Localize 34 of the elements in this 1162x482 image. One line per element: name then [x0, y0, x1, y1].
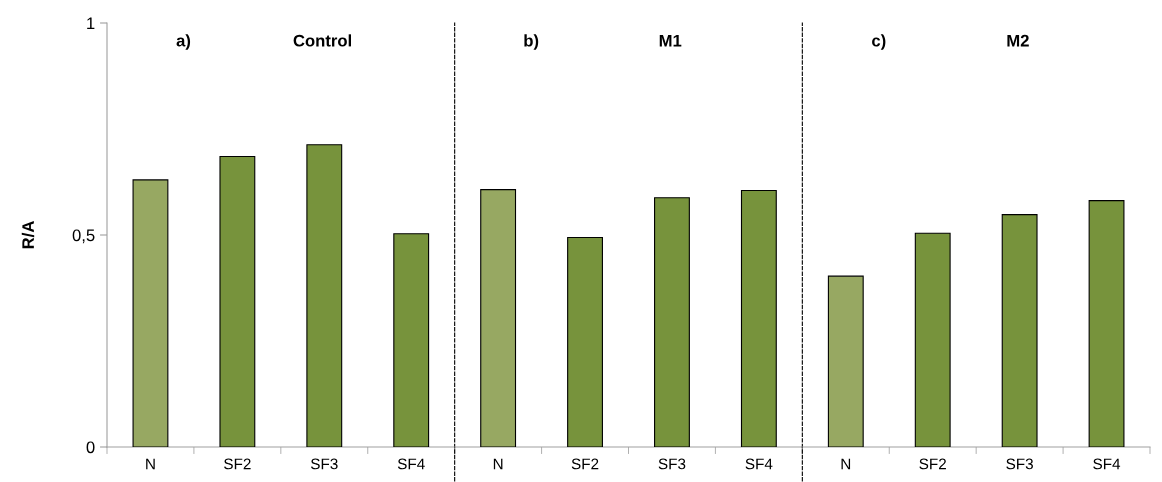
bar	[393, 233, 430, 447]
text: M1	[659, 34, 682, 47]
x-tick-label: SF4	[1093, 458, 1121, 470]
bar	[1001, 214, 1038, 447]
y-tick-label: 0,5	[72, 229, 95, 244]
x-tick-label: N	[841, 458, 851, 470]
bar	[132, 179, 169, 447]
x-tick-label: N	[493, 458, 503, 470]
bar	[654, 197, 690, 447]
bar	[1088, 200, 1125, 447]
x-tick-label: SF4	[397, 458, 425, 470]
y-axis-title: R/A	[21, 221, 35, 249]
bar	[306, 144, 343, 447]
bar	[219, 156, 256, 447]
x-tick-label: SF3	[310, 458, 338, 470]
bar	[480, 189, 517, 447]
annotation: c)	[872, 34, 886, 50]
x-tick-label: SF4	[745, 458, 773, 470]
x-tick-label: SF2	[919, 458, 946, 470]
x-tick-label: SF3	[1006, 458, 1033, 470]
y-tick-label: 1	[87, 17, 95, 30]
x-tick-label: SF2	[571, 458, 599, 470]
x-tick-label: SF2	[224, 458, 251, 470]
text: Control	[293, 34, 351, 47]
bar	[827, 275, 864, 447]
bar	[740, 189, 777, 447]
x-tick-label: N	[146, 458, 155, 470]
text: M2	[1007, 34, 1029, 47]
x-tick-label: SF3	[658, 458, 686, 470]
y-tick-label: 0	[86, 441, 95, 454]
annotation: a)	[176, 34, 191, 50]
annotation: b)	[524, 34, 539, 50]
bar	[914, 232, 951, 447]
bar	[567, 236, 603, 447]
